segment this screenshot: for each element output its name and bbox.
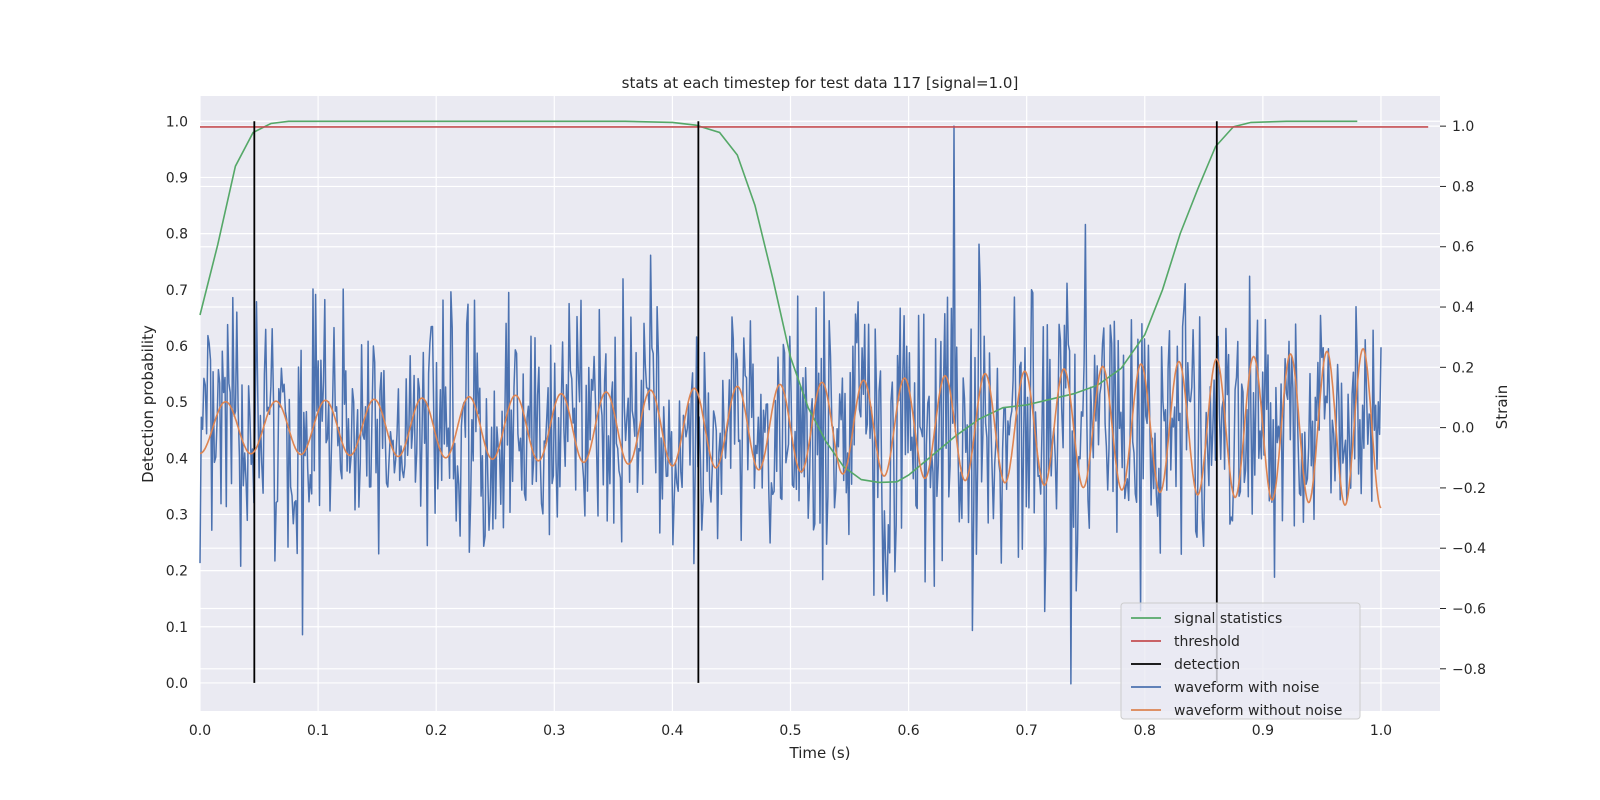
y-tick-label: 0.2 (166, 564, 188, 580)
legend-label: waveform with noise (1174, 680, 1319, 696)
y2-tick-label: 0.0 (1452, 421, 1474, 437)
x-tick-label: 0.2 (425, 723, 447, 739)
x-tick-label: 0.1 (307, 723, 329, 739)
series-waveform-with-noise (199, 125, 1382, 685)
y2-tick-label: −0.8 (1452, 662, 1486, 678)
x-axis-title: Time (s) (789, 744, 851, 762)
y2-axis-title: Strain (1493, 385, 1511, 429)
x-axis: 0.0 0.1 0.2 0.3 0.4 0.5 0.6 0.7 0.8 0.9 1.0 (189, 723, 1392, 739)
y-tick-label: 0.7 (166, 283, 188, 299)
y-tick-label: 0.8 (166, 227, 188, 243)
y2-tick-label: −0.4 (1452, 541, 1486, 557)
legend-label: threshold (1174, 634, 1240, 650)
y2-tick-label: 0.2 (1452, 360, 1474, 376)
x-tick-label: 0.3 (543, 723, 565, 739)
x-tick-label: 0.0 (189, 723, 211, 739)
y-tick-label: 1.0 (166, 114, 188, 130)
y2-tick-label: −0.2 (1452, 481, 1486, 497)
x-tick-label: 0.6 (897, 723, 919, 739)
y-tick-label: 0.9 (166, 170, 188, 186)
y-axis-right: −0.8 −0.6 −0.4 −0.2 0.0 0.2 0.4 0.6 0.8 1.0 (1440, 119, 1486, 678)
y-axis-title: Detection probability (139, 325, 157, 483)
x-tick-label: 0.5 (779, 723, 801, 739)
x-tick-label: 0.4 (661, 723, 683, 739)
y-tick-label: 0.3 (166, 507, 188, 523)
y-tick-label: 0.1 (166, 620, 188, 636)
y-tick-label: 0.5 (166, 395, 188, 411)
legend-box (1120, 602, 1361, 720)
x-tick-label: 0.9 (1252, 723, 1274, 739)
y2-tick-label: 0.8 (1452, 179, 1474, 195)
y2-tick-label: 1.0 (1452, 119, 1474, 135)
y-tick-label: 0.0 (166, 676, 188, 692)
y-tick-label: 0.6 (166, 339, 188, 355)
chart-title: stats at each timestep for test data 117… (622, 74, 1019, 92)
y-tick-label: 0.4 (166, 451, 188, 467)
series-waveform-without-noise (199, 347, 1382, 509)
y2-tick-label: 0.4 (1452, 300, 1474, 316)
y2-tick-label: 0.6 (1452, 240, 1474, 256)
legend: signal statistics threshold detection wavef… (1120, 602, 1361, 720)
x-tick-label: 0.8 (1134, 723, 1156, 739)
series-layer (199, 120, 1429, 685)
y2-tick-label: −0.6 (1452, 602, 1486, 618)
legend-label: signal statistics (1174, 611, 1282, 627)
x-tick-label: 1.0 (1370, 723, 1392, 739)
legend-label: waveform without noise (1174, 703, 1342, 719)
series-signal-statistics (199, 120, 1358, 484)
x-tick-label: 0.7 (1016, 723, 1038, 739)
legend-label: detection (1174, 657, 1240, 673)
y-axis-left: 0.0 0.1 0.2 0.3 0.4 0.5 0.6 0.7 0.8 0.9 1.0 (166, 114, 188, 692)
